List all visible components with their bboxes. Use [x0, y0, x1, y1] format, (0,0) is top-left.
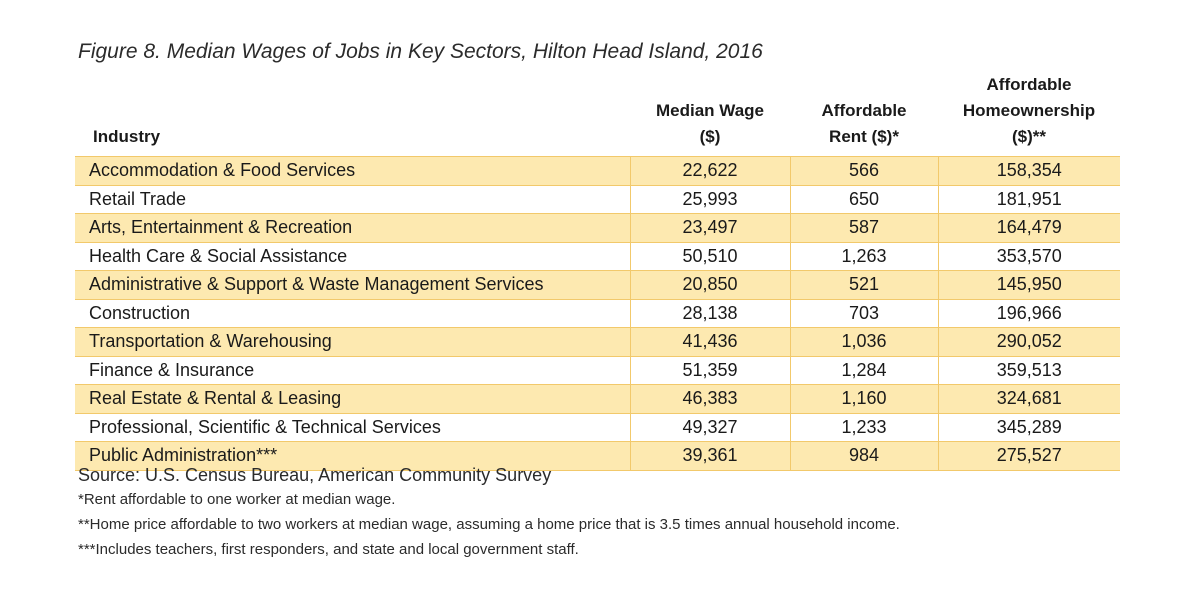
wages-table-container: Industry Median Wage ($) Affordable Rent ($)…	[75, 72, 1120, 471]
affordable-homeownership-cell: 181,951	[937, 184, 1120, 214]
industry-cell: Finance & Insurance	[75, 355, 630, 385]
table-row: Health Care & Social Assistance 50,510 1,2…	[75, 241, 1120, 271]
affordable-rent-cell: 1,160	[789, 384, 938, 413]
affordable-rent-cell: 521	[789, 270, 938, 299]
median-wage-cell: 51,359	[629, 355, 790, 385]
affordable-rent-cell: 1,263	[789, 241, 938, 271]
median-wage-cell: 28,138	[629, 298, 790, 328]
median-wage-cell: 50,510	[629, 241, 790, 271]
median-wage-cell: 25,993	[629, 184, 790, 214]
affordable-rent-cell: 587	[789, 213, 938, 242]
affordable-homeownership-cell: 158,354	[937, 156, 1120, 185]
wages-table: Industry Median Wage ($) Affordable Rent ($)…	[75, 72, 1120, 471]
table-row: Real Estate & Rental & Leasing 46,383 1,16…	[75, 384, 1120, 413]
footnote: *Rent affordable to one worker at median…	[78, 491, 396, 508]
table-row: Professional, Scientific & Technical Ser…	[75, 412, 1120, 442]
affordable-homeownership-cell: 164,479	[937, 213, 1120, 242]
header-affordable-homeownership: Affordable Homeownership ($)**	[938, 72, 1120, 157]
footnote: ***Includes teachers, first responders, …	[78, 541, 579, 558]
header-line: Affordable	[986, 75, 1072, 94]
table-row: Finance & Insurance 51,359 1,284 359,513	[75, 355, 1120, 385]
header-affordable-rent: Affordable Rent ($)*	[790, 72, 938, 157]
footnote: **Home price affordable to two workers a…	[78, 516, 900, 533]
affordable-rent-cell: 566	[789, 156, 938, 185]
table-header-row: Industry Median Wage ($) Affordable Rent ($)…	[75, 72, 1120, 157]
industry-cell: Public Administration***	[75, 441, 630, 471]
affordable-homeownership-cell: 345,289	[937, 412, 1120, 442]
source-note: Source: U.S. Census Bureau, American Com…	[78, 465, 552, 485]
affordable-homeownership-cell: 196,966	[937, 298, 1120, 328]
industry-cell: Retail Trade	[75, 184, 630, 214]
industry-cell: Transportation & Warehousing	[75, 327, 630, 356]
header-median-wage: Median Wage ($)	[630, 72, 790, 157]
header-line: Rent ($)*	[829, 127, 899, 146]
affordable-homeownership-cell: 359,513	[937, 355, 1120, 385]
table-row: Public Administration*** 39,361 984 275,527	[75, 441, 1120, 471]
notes-section: Source: U.S. Census Bureau, American Com…	[78, 463, 900, 562]
industry-cell: Health Care & Social Assistance	[75, 241, 630, 271]
industry-cell: Professional, Scientific & Technical Ser…	[75, 412, 630, 442]
median-wage-cell: 22,622	[629, 156, 790, 185]
table-body: Accommodation & Food Services 22,622 566 15…	[75, 156, 1120, 471]
industry-cell: Construction	[75, 298, 630, 328]
affordable-homeownership-cell: 290,052	[937, 327, 1120, 356]
table-row: Retail Trade 25,993 650 181,951	[75, 184, 1120, 214]
header-industry: Industry	[75, 72, 630, 157]
table-row: Transportation & Warehousing 41,436 1,036 2…	[75, 327, 1120, 356]
industry-cell: Arts, Entertainment & Recreation	[75, 213, 630, 242]
median-wage-cell: 23,497	[629, 213, 790, 242]
header-line: Homeownership	[962, 101, 1096, 120]
header-line: Affordable	[821, 101, 907, 120]
industry-cell: Accommodation & Food Services	[75, 156, 630, 185]
table-row: Arts, Entertainment & Recreation 23,497 58…	[75, 213, 1120, 242]
median-wage-cell: 41,436	[629, 327, 790, 356]
median-wage-cell: 20,850	[629, 270, 790, 299]
industry-cell: Real Estate & Rental & Leasing	[75, 384, 630, 413]
affordable-rent-cell: 1,036	[789, 327, 938, 356]
footnotes: *Rent affordable to one worker at median…	[78, 487, 900, 562]
median-wage-cell: 39,361	[629, 441, 790, 471]
affordable-rent-cell: 650	[789, 184, 938, 214]
table-row: Construction 28,138 703 196,966	[75, 298, 1120, 328]
affordable-rent-cell: 1,233	[789, 412, 938, 442]
affordable-rent-cell: 703	[789, 298, 938, 328]
affordable-homeownership-cell: 145,950	[937, 270, 1120, 299]
affordable-rent-cell: 1,284	[789, 355, 938, 385]
header-line: ($)**	[1011, 127, 1046, 146]
header-line: ($)	[699, 127, 721, 146]
affordable-rent-cell: 984	[789, 441, 938, 471]
median-wage-cell: 46,383	[629, 384, 790, 413]
affordable-homeownership-cell: 324,681	[937, 384, 1120, 413]
industry-cell: Administrative & Support & Waste Managem…	[75, 270, 630, 299]
table-row: Accommodation & Food Services 22,622 566 15…	[75, 156, 1120, 185]
table-row: Administrative & Support & Waste Managem…	[75, 270, 1120, 299]
figure-title: Figure 8. Median Wages of Jobs in Key Se…	[78, 40, 763, 63]
median-wage-cell: 49,327	[629, 412, 790, 442]
header-line: Median Wage	[656, 101, 764, 120]
affordable-homeownership-cell: 275,527	[937, 441, 1120, 471]
affordable-homeownership-cell: 353,570	[937, 241, 1120, 271]
header-line: Industry	[93, 127, 161, 146]
